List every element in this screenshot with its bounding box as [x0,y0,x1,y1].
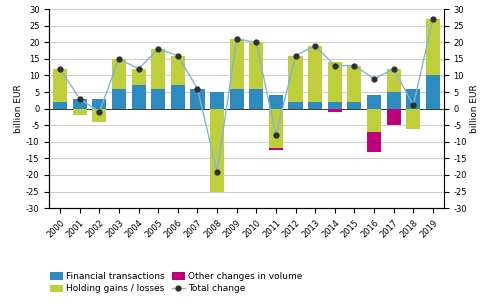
Bar [269,148,283,150]
Bar [112,59,126,89]
Bar [269,109,283,148]
Bar [348,102,361,109]
Bar [308,102,322,109]
Bar [288,56,303,102]
Bar [92,109,106,122]
Bar [367,132,381,152]
Bar [72,99,87,109]
Bar [426,19,440,76]
Bar [72,109,87,115]
Bar [132,69,145,85]
Bar [387,92,401,109]
Y-axis label: billion EUR: billion EUR [14,84,23,133]
Bar [406,89,421,109]
Bar [92,99,106,109]
Bar [288,102,303,109]
Bar [406,109,421,129]
Bar [151,49,165,89]
Bar [112,89,126,109]
Bar [171,85,185,109]
Bar [367,95,381,109]
Bar [387,69,401,92]
Bar [190,89,205,109]
Bar [328,62,342,102]
Y-axis label: billion EUR: billion EUR [470,84,479,133]
Bar [328,102,342,109]
Bar [210,109,224,192]
Legend: Financial transactions, Holding gains / losses, Other changes in volume, Total c: Financial transactions, Holding gains / … [50,272,303,293]
Bar [426,76,440,109]
Bar [249,89,263,109]
Bar [230,89,244,109]
Bar [348,65,361,102]
Bar [53,69,67,102]
Bar [308,46,322,102]
Bar [328,109,342,112]
Bar [249,42,263,89]
Bar [132,85,145,109]
Bar [210,92,224,109]
Bar [230,39,244,89]
Bar [171,56,185,85]
Bar [151,89,165,109]
Bar [53,102,67,109]
Bar [269,95,283,109]
Bar [387,109,401,125]
Bar [367,109,381,132]
